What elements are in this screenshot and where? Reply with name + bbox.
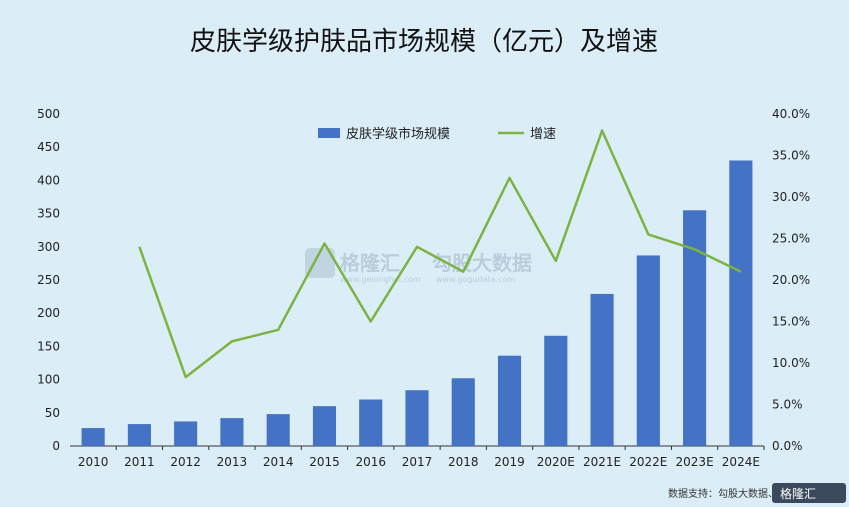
x-tick-label: 2023E bbox=[676, 455, 714, 469]
x-tick-label: 2013 bbox=[217, 455, 248, 469]
x-tick-label: 2024E bbox=[722, 455, 760, 469]
y-right-tick-label: 20.0% bbox=[772, 273, 810, 287]
y-right-tick-label: 40.0% bbox=[772, 107, 810, 121]
y-left-tick-label: 500 bbox=[37, 107, 60, 121]
x-tick-label: 2018 bbox=[448, 455, 479, 469]
bar bbox=[405, 390, 429, 446]
corner-logo-text: 格隆汇 bbox=[780, 486, 816, 501]
bar bbox=[174, 421, 198, 446]
bar bbox=[312, 406, 337, 446]
legend-label-line: 增速 bbox=[530, 127, 556, 142]
y-left-tick-label: 450 bbox=[37, 140, 60, 154]
x-tick-label: 2014 bbox=[263, 455, 294, 469]
watermark-logo-icon bbox=[305, 248, 335, 278]
watermark-url-2: www.gogudata.com bbox=[436, 275, 515, 284]
x-tick-label: 2017 bbox=[402, 455, 433, 469]
y-left-tick-label: 250 bbox=[37, 273, 60, 287]
x-tick-label: 2022E bbox=[629, 455, 667, 469]
bar bbox=[359, 399, 383, 446]
y-left-tick-label: 50 bbox=[45, 406, 60, 420]
legend-swatch-bar bbox=[318, 128, 340, 138]
legend-label-bar: 皮肤学级市场规模 bbox=[346, 126, 450, 142]
x-tick-label: 2020E bbox=[537, 455, 575, 469]
y-right-tick-label: 5.0% bbox=[772, 398, 803, 412]
y-left-tick-label: 350 bbox=[37, 207, 60, 221]
x-tick-label: 2015 bbox=[309, 455, 340, 469]
legend: 皮肤学级市场规模 增速 bbox=[318, 126, 556, 142]
y-left-tick-label: 0 bbox=[52, 439, 60, 453]
y-left-tick-label: 100 bbox=[37, 373, 60, 387]
y-left-tick-label: 400 bbox=[37, 173, 60, 187]
y-left-tick-label: 200 bbox=[37, 306, 60, 320]
bar bbox=[127, 424, 151, 446]
y-right-tick-label: 35.0% bbox=[772, 149, 810, 163]
bar bbox=[729, 160, 753, 447]
axes: 0 50 100 150 200 250 300 350 400 450 500 0.0% 5.0% 10… bbox=[37, 107, 810, 469]
bar bbox=[220, 418, 244, 446]
bar bbox=[636, 255, 660, 446]
bar bbox=[266, 414, 290, 446]
bar bbox=[590, 293, 614, 446]
bar bbox=[683, 210, 707, 446]
bar bbox=[544, 335, 568, 446]
x-tick-label: 2019 bbox=[494, 455, 525, 469]
growth-line bbox=[138, 129, 742, 379]
chart-title: 皮肤学级护肤品市场规模（亿元）及增速 bbox=[190, 27, 658, 57]
bar bbox=[497, 355, 522, 446]
x-tick-label: 2012 bbox=[170, 455, 201, 469]
y-right-tick-label: 15.0% bbox=[772, 315, 810, 329]
y-right-tick-label: 30.0% bbox=[772, 190, 810, 204]
y-right-tick-label: 0.0% bbox=[772, 439, 803, 453]
x-tick-label: 2021E bbox=[583, 455, 621, 469]
y-left-tick-label: 300 bbox=[37, 240, 60, 254]
bar bbox=[81, 428, 105, 446]
y-right-tick-label: 10.0% bbox=[772, 356, 810, 370]
watermark-brand: 格隆汇 bbox=[340, 251, 400, 275]
corner-logo-badge bbox=[772, 483, 846, 503]
corner-logo: 格隆汇 bbox=[772, 483, 846, 503]
growth-polyline bbox=[138, 129, 742, 379]
x-tick-label: 2016 bbox=[355, 455, 386, 469]
bar bbox=[451, 378, 475, 446]
y-left-tick-label: 150 bbox=[37, 339, 60, 353]
x-tick-label: 2010 bbox=[78, 455, 109, 469]
y-right-tick-label: 25.0% bbox=[772, 232, 810, 246]
x-tick-label: 2011 bbox=[124, 455, 155, 469]
watermark-url-1: www.gelonghui.com bbox=[340, 275, 421, 284]
bars bbox=[81, 160, 753, 447]
